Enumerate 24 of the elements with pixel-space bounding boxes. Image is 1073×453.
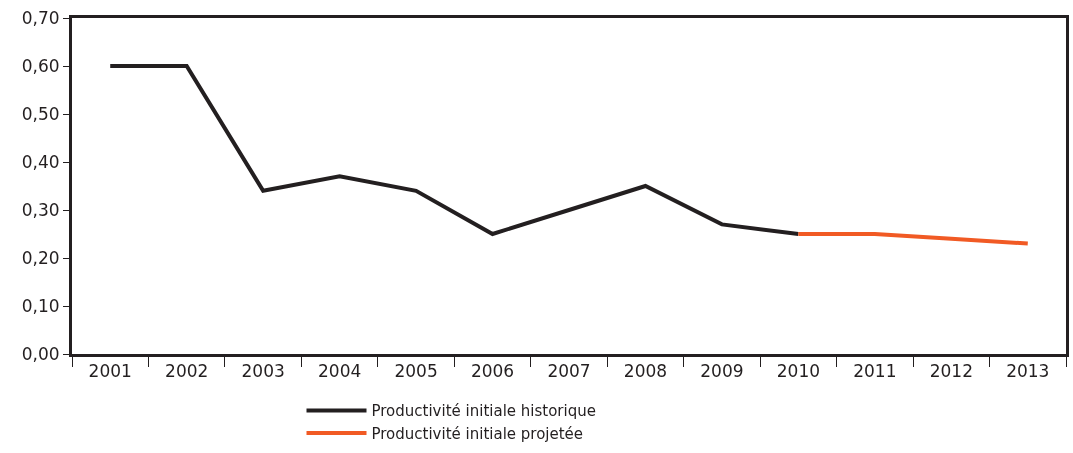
y-tick-label: 0,70 — [21, 7, 60, 28]
x-tick-label: 2001 — [88, 361, 132, 382]
line-series — [108, 64, 801, 236]
x-tick-label: 2010 — [776, 361, 821, 382]
x-tick-label: 2002 — [165, 361, 209, 382]
x-tick-label: 2009 — [700, 361, 744, 382]
x-tick-label: 2004 — [317, 361, 362, 382]
y-tick-label: 0,20 — [21, 247, 60, 268]
x-tick-label: 2007 — [547, 361, 591, 382]
x-tick-label: 2003 — [241, 361, 285, 382]
y-tick-label: 0,10 — [21, 295, 60, 316]
x-tick-label: 2008 — [623, 361, 668, 382]
x-tick-label: 2005 — [394, 361, 438, 382]
y-tick-label: 0,30 — [21, 199, 60, 220]
x-tick-label: 2013 — [1006, 361, 1050, 382]
x-tick-label: 2012 — [929, 361, 973, 382]
y-tick-label: 0,00 — [21, 343, 60, 364]
x-tick-label: 2006 — [470, 361, 515, 382]
legend-label: Productivité initiale projetée — [371, 424, 584, 443]
legend-label: Productivité initiale historique — [371, 402, 596, 421]
x-tick-label: 2011 — [853, 361, 897, 382]
y-tick-label: 0,50 — [21, 103, 60, 124]
y-tick-label: 0,40 — [21, 151, 60, 172]
y-tick-label: 0,60 — [21, 55, 60, 76]
